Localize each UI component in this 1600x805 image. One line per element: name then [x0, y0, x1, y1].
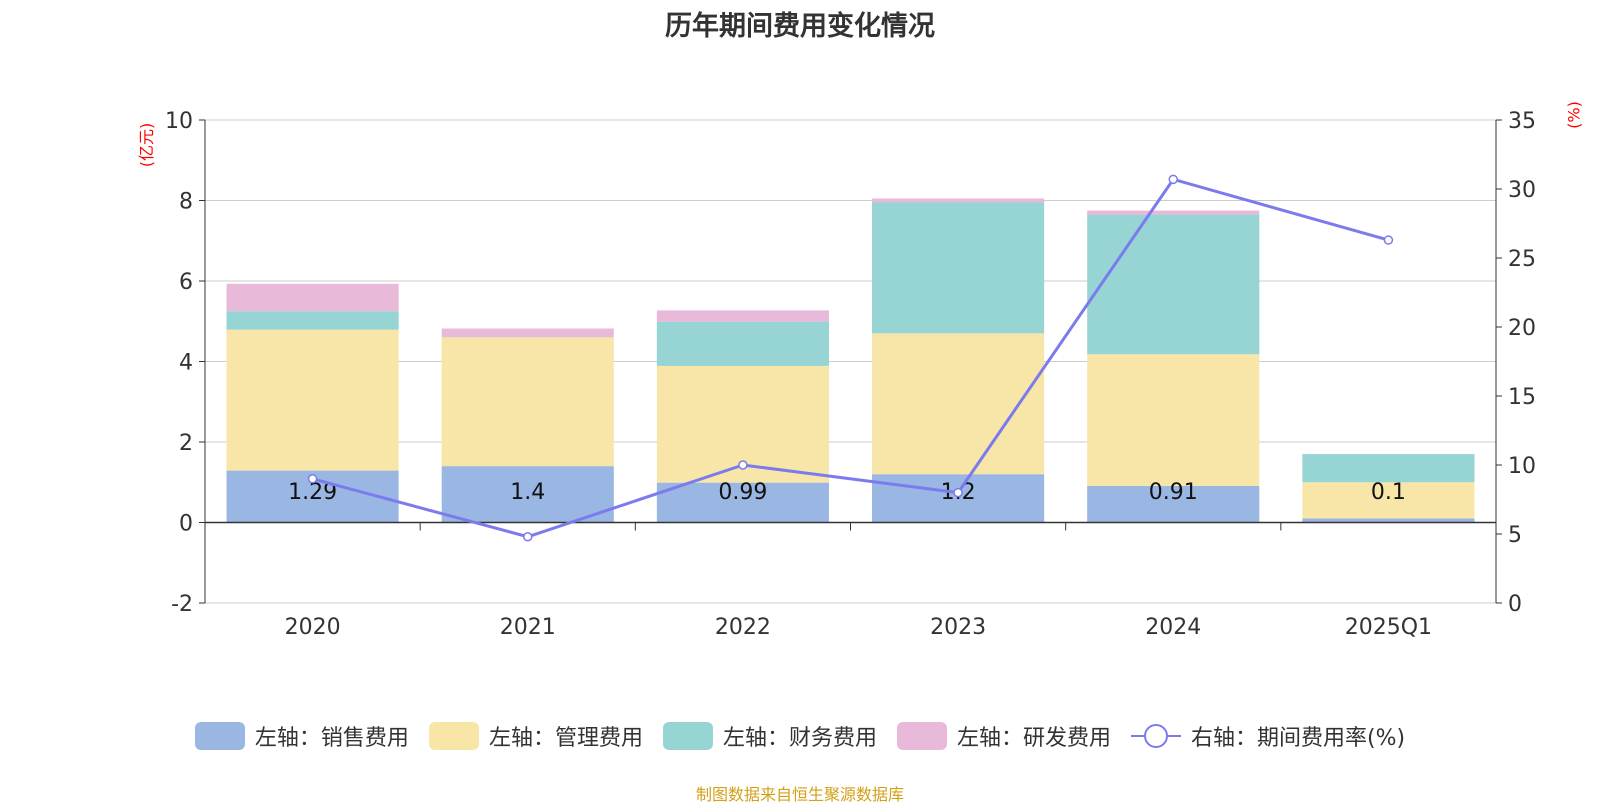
bar-data-label: 0.91 [1149, 480, 1198, 505]
bar-sales [872, 474, 1045, 523]
x-axis-tick-label: 2025Q1 [1345, 615, 1432, 640]
legend-swatch-rd [896, 722, 947, 750]
left-axis-tick-label: -2 [171, 592, 193, 617]
legend-swatch-rate [1130, 722, 1181, 750]
bar-sales [441, 466, 614, 523]
bar-admin [872, 333, 1045, 475]
rate-point [1383, 235, 1394, 245]
chart-legend: 左轴：销售费用 左轴：管理费用 左轴：财务费用 左轴：研发费用 右轴：期间费用率… [0, 720, 1600, 752]
legend-label-rd: 左轴：研发费用 [956, 726, 1111, 751]
legend-label-sales: 左轴：销售费用 [254, 726, 409, 751]
legend-swatch-finance [662, 722, 713, 750]
legend-item-sales[interactable]: 左轴：销售费用 [194, 720, 409, 752]
rate-point [738, 460, 748, 470]
right-axis-tick-label: 30 [1508, 178, 1536, 203]
legend-swatch-sales [194, 722, 245, 750]
bar-admin [1087, 354, 1260, 486]
left-axis-tick-label: 4 [179, 351, 193, 376]
rate-point [953, 487, 963, 498]
bar-finance [1087, 214, 1260, 355]
rate-point [523, 532, 533, 542]
rate-point [307, 474, 318, 484]
bar-finance [872, 202, 1045, 334]
bar-finance [656, 321, 829, 366]
bar-data-label: 0.99 [718, 480, 767, 505]
left-axis-tick-label: 10 [165, 109, 193, 134]
bar-finance [1302, 454, 1475, 483]
bar-sales [656, 482, 829, 523]
bar-rd [872, 198, 1045, 203]
x-axis-tick-label: 2023 [930, 615, 986, 640]
chart-plot: -2 0 2 4 6 8 10 0 5 10 15 20 25 30 35 2020 2021 2022 2023 2… [165, 109, 1536, 640]
bar-rd [441, 328, 614, 338]
legend-label-admin: 左轴：管理费用 [488, 726, 643, 751]
rate-line [312, 177, 1389, 539]
legend-item-rate[interactable]: 右轴：期间费用率(%) [1130, 720, 1406, 752]
legend-marker-rate [1143, 724, 1168, 748]
right-axis-tick-label: 25 [1508, 247, 1536, 272]
left-axis-tick-label: 8 [179, 190, 193, 215]
x-axis-tick-label: 2024 [1145, 615, 1201, 640]
legend-swatch-admin [428, 722, 479, 750]
left-axis-tick-label: 6 [179, 270, 193, 295]
bar-rd [656, 310, 829, 322]
bar-admin [441, 337, 614, 467]
bar-rd [226, 283, 399, 312]
legend-item-rd[interactable]: 左轴：研发费用 [896, 720, 1111, 752]
right-axis-tick-label: 15 [1508, 385, 1536, 410]
legend-item-finance[interactable]: 左轴：财务费用 [662, 720, 877, 752]
bar-sales [1087, 485, 1260, 523]
right-axis-tick-label: 5 [1508, 523, 1522, 548]
left-axis-tick-label: 0 [179, 512, 193, 537]
x-axis-tick-label: 2021 [500, 615, 556, 640]
bar-finance [226, 311, 399, 330]
bar-data-label: 1.4 [510, 480, 545, 505]
bar-rd [1087, 210, 1260, 215]
bar-admin [1302, 482, 1475, 519]
bar-data-label: 0.1 [1371, 480, 1406, 505]
right-axis-tick-label: 35 [1508, 109, 1536, 134]
x-axis-tick-label: 2022 [715, 615, 771, 640]
right-axis-tick-label: 0 [1508, 592, 1522, 617]
bar-admin [226, 329, 399, 471]
left-axis-tick-label: 2 [179, 431, 193, 456]
legend-item-admin[interactable]: 左轴：管理费用 [428, 720, 643, 752]
rate-point [1168, 174, 1178, 185]
legend-label-rate: 右轴：期间费用率(%) [1190, 726, 1406, 751]
chart-title: 历年期间费用变化情况 [665, 11, 935, 42]
legend-label-finance: 左轴：财务费用 [722, 726, 877, 751]
right-axis-tick-label: 10 [1508, 454, 1536, 479]
bar-sales [1302, 518, 1475, 523]
right-axis-tick-label: 20 [1508, 316, 1536, 341]
data-source-note: 制图数据来自恒生聚源数据库 [695, 785, 904, 804]
x-axis-tick-label: 2020 [285, 615, 341, 640]
